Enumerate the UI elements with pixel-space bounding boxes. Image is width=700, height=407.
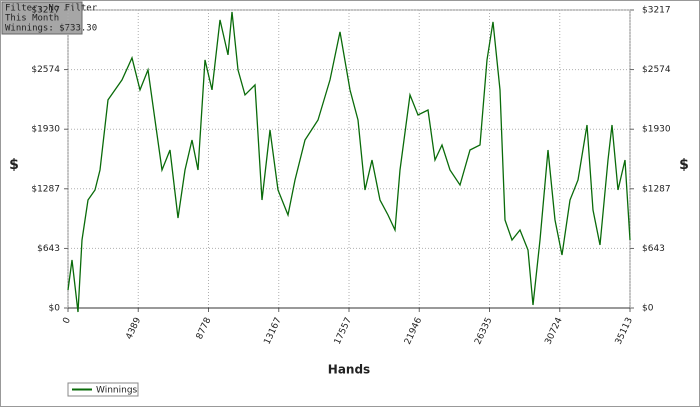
- y-tick-label-right: $2574: [642, 65, 671, 75]
- info-line: Filter: No Filter: [5, 4, 98, 14]
- y-tick-label: $3217: [31, 6, 60, 16]
- plot-area: [67, 9, 631, 309]
- legend: [67, 382, 139, 397]
- y-tick-label-right: $1287: [642, 184, 671, 194]
- y-axis-label: $: [9, 157, 19, 173]
- y-tick-label: $643: [37, 244, 60, 254]
- x-tick-label: 0: [61, 316, 73, 326]
- y-tick-label: $1930: [31, 125, 60, 135]
- y-tick-label: $2574: [31, 65, 60, 75]
- y-tick-label-right: $1930: [642, 125, 671, 135]
- info-line: This Month: [5, 14, 59, 24]
- info-background: [1, 1, 83, 35]
- y-tick-label-right: $3217: [642, 6, 671, 16]
- y-tick-label-right: $0: [642, 304, 654, 314]
- series-line: [67, 11, 631, 313]
- y-axis-label-right: $: [679, 157, 689, 173]
- x-axis-label: Hands: [328, 363, 370, 377]
- info-box: Filter: No Filter This Month Winnings: $…: [1, 1, 98, 35]
- y-tick-label: $0: [49, 304, 61, 314]
- legend-label: Winnings: [96, 386, 138, 396]
- info-line: Winnings: $733.30: [5, 24, 97, 34]
- y-tick-label-right: $643: [642, 244, 665, 254]
- y-tick-label: $1287: [31, 184, 60, 194]
